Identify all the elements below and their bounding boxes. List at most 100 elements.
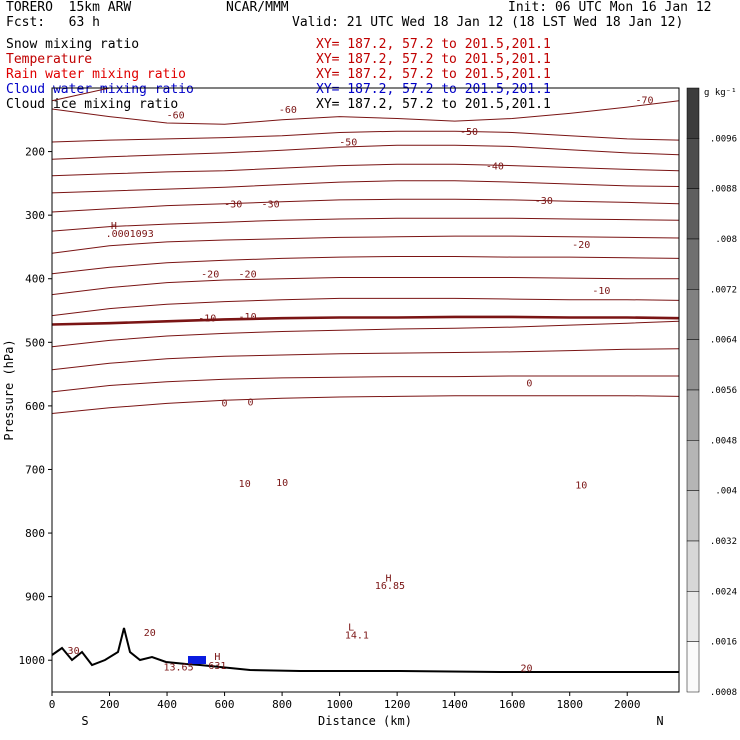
center-name: NCAR/MMM bbox=[226, 0, 289, 15]
annotation-label: 631 bbox=[208, 661, 226, 672]
isotherm-label: 0 bbox=[222, 399, 228, 410]
colorbar-tick-label: .004 bbox=[715, 487, 737, 497]
colorbar-tick-label: .0024 bbox=[710, 587, 737, 597]
annotation-label: 13.65 bbox=[163, 662, 193, 673]
y-tick-label: 1000 bbox=[19, 654, 46, 667]
annotations: H.0001093H16.85L14.1H63113.65302020-70-6… bbox=[68, 95, 654, 674]
y-tick-label: 900 bbox=[25, 591, 45, 604]
field-name-rain: Rain water mixing ratio bbox=[6, 67, 187, 82]
annotation-label: .0001093 bbox=[106, 229, 154, 240]
colorbar-tick-label: .0088 bbox=[710, 185, 737, 195]
isotherm-m15 bbox=[51, 256, 680, 275]
y-tick-label: 600 bbox=[25, 400, 45, 413]
isotherm-label: 10 bbox=[575, 481, 587, 492]
y-tick-label: 500 bbox=[25, 336, 45, 349]
isotherm-label: -30 bbox=[262, 200, 280, 211]
colorbar-tick-label: .0096 bbox=[710, 134, 737, 144]
annotation-label: 30 bbox=[68, 646, 80, 657]
colorbar-tick-label: .0056 bbox=[710, 386, 737, 396]
isotherm-m50 bbox=[51, 130, 680, 143]
annotation-label: 14.1 bbox=[345, 631, 369, 642]
isotherm-label: 0 bbox=[526, 378, 532, 389]
xsec-coords-cloud-ice: XY= 187.2, 57.2 to 201.5,201.1 bbox=[316, 97, 551, 112]
colorbar: .0096 .0088 .008 .0072 .0064 .0056 .0048 .004 .0… bbox=[686, 87, 737, 698]
xsec-coords-snow: XY= 187.2, 57.2 to 201.5,201.1 bbox=[316, 37, 551, 52]
isotherm-label: -10 bbox=[592, 286, 610, 297]
x-tick-label: 2000 bbox=[614, 698, 641, 711]
isotherm-label: -10 bbox=[198, 314, 216, 325]
isotherm-m60 bbox=[51, 100, 680, 125]
isotherm-label: -10 bbox=[239, 312, 257, 323]
colorbar-tick-label: .0032 bbox=[710, 537, 737, 547]
xsec-coords-temperature: XY= 187.2, 57.2 to 201.5,201.1 bbox=[316, 52, 551, 67]
colorbar-swatch bbox=[686, 87, 700, 139]
isotherm-label: -20 bbox=[239, 270, 257, 281]
isotherm-label: -70 bbox=[635, 95, 653, 106]
isotherm-label: -20 bbox=[572, 240, 590, 251]
colorbar-tick-label: .0064 bbox=[710, 336, 737, 346]
annotation-label: H bbox=[385, 573, 391, 584]
colorbar-tick-label: .0008 bbox=[710, 688, 737, 698]
annotation-label: 16.85 bbox=[375, 581, 405, 592]
terrain-surface bbox=[51, 627, 679, 673]
colorbar-tick-label: .0072 bbox=[710, 285, 737, 295]
isotherm-label: -40 bbox=[486, 162, 504, 173]
colorbar-swatch bbox=[686, 591, 700, 642]
x-tick-label: 0 bbox=[49, 698, 56, 711]
y-axis-label: Pressure (hPa) bbox=[2, 339, 16, 440]
isotherm-m40 bbox=[51, 163, 680, 177]
colorbar-tick-label: .0048 bbox=[710, 436, 737, 446]
colorbar-swatch bbox=[686, 641, 700, 693]
x-tick-label: 1400 bbox=[441, 698, 468, 711]
isotherm-m25 bbox=[51, 217, 680, 232]
x-axis-label: Distance (km) bbox=[318, 714, 412, 728]
annotation-label: 20 bbox=[144, 628, 156, 639]
terrain-profile bbox=[51, 627, 679, 673]
plot-frame bbox=[51, 87, 680, 693]
colorbar-tick-label: .0016 bbox=[710, 638, 737, 648]
annotation-label: 20 bbox=[521, 664, 533, 675]
isotherm-5 bbox=[51, 320, 680, 348]
isotherm-label: -20 bbox=[201, 270, 219, 281]
cloud-water-shading bbox=[188, 656, 206, 664]
axes: 0 200 400 600 800 1000 1200 1400 1600 1800 2000200… bbox=[19, 146, 641, 711]
field-name-temperature: Temperature bbox=[6, 52, 93, 67]
annotation-label: L bbox=[348, 622, 354, 633]
isotherm-label: 10 bbox=[276, 478, 288, 489]
isotherm-label: -30 bbox=[224, 200, 242, 211]
x-tick-label: 1200 bbox=[384, 698, 411, 711]
isotherm-m30 bbox=[51, 198, 680, 213]
y-tick-label: 300 bbox=[25, 209, 45, 222]
y-tick-label: 400 bbox=[25, 273, 45, 286]
xsec-coords-rain: XY= 187.2, 57.2 to 201.5,201.1 bbox=[316, 67, 551, 82]
y-tick-label: 200 bbox=[25, 146, 45, 159]
x-tick-label: 600 bbox=[215, 698, 235, 711]
annotation-label: H bbox=[111, 221, 117, 232]
colorbar-swatch bbox=[686, 138, 700, 189]
valid-time: Valid: 21 UTC Wed 18 Jan 12 (18 LST Wed … bbox=[292, 15, 684, 30]
colorbar-swatch bbox=[686, 188, 700, 240]
field-name-cloud-water: Cloud water mixing ratio bbox=[6, 82, 194, 97]
colorbar-swatch bbox=[686, 540, 700, 592]
init-time: Init: 06 UTC Mon 16 Jan 12 bbox=[508, 0, 712, 15]
forecast-hour: Fcst: 63 h bbox=[6, 15, 100, 30]
colorbar-swatch bbox=[686, 238, 700, 290]
x-tick-label: 1800 bbox=[556, 698, 583, 711]
field-name-snow: Snow mixing ratio bbox=[6, 37, 140, 52]
x-tick-label: 800 bbox=[272, 698, 292, 711]
isotherm-m10 bbox=[51, 277, 679, 296]
x-end-label-north: N bbox=[656, 714, 663, 728]
isotherm-label: 10 bbox=[239, 479, 251, 490]
colorbar-swatch bbox=[686, 389, 700, 441]
colorbar-swatch bbox=[686, 339, 700, 391]
model-name: TORERO 15km ARW bbox=[6, 0, 132, 15]
colorbar-unit: g kg⁻¹ bbox=[704, 88, 737, 98]
y-tick-label: 800 bbox=[25, 527, 45, 540]
colorbar-swatch bbox=[686, 289, 700, 340]
isotherm-0 bbox=[51, 315, 680, 326]
isotherm-m5 bbox=[51, 297, 680, 317]
isotherm-label: -60 bbox=[167, 111, 185, 122]
y-tick-label: 700 bbox=[25, 463, 45, 476]
field-name-cloud-ice: Cloud ice mixing ratio bbox=[6, 97, 179, 112]
isotherm-20 bbox=[51, 395, 680, 414]
